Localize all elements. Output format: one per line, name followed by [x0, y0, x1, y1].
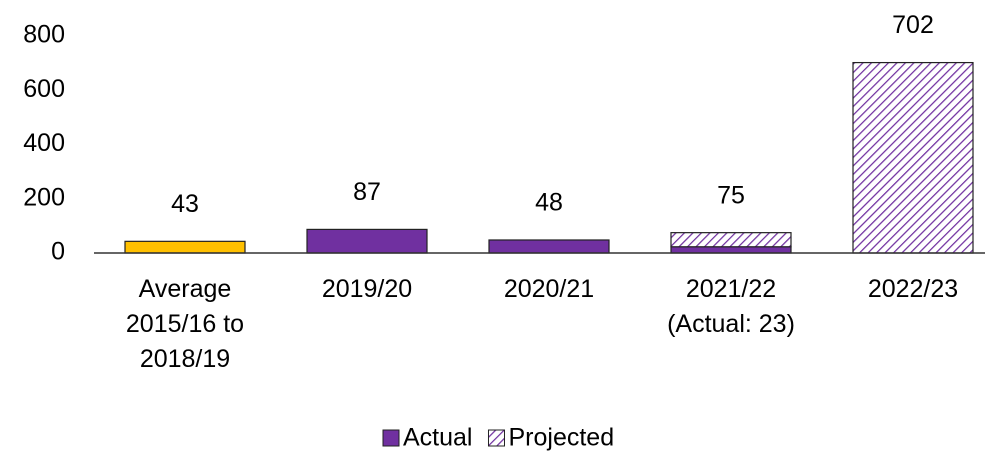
legend-swatch: [382, 429, 400, 447]
bar-segment: [670, 232, 792, 248]
y-tick-label: 200: [23, 183, 65, 211]
x-tick-label: 2022/23: [868, 275, 958, 303]
y-tick-label: 800: [23, 21, 65, 49]
data-label: 48: [535, 189, 563, 217]
legend-label: Actual: [403, 424, 472, 452]
data-label: 43: [171, 190, 199, 218]
y-tick-label: 400: [23, 129, 65, 157]
x-tick-label: Average 2015/16 to 2018/19: [126, 275, 244, 373]
data-label: 702: [892, 11, 934, 39]
bar-segment: [306, 228, 428, 254]
data-label: 87: [353, 178, 381, 206]
y-tick-label: 0: [51, 238, 65, 266]
x-tick-label: 2021/22 (Actual: 23): [667, 275, 795, 338]
x-tick-label: 2019/20: [322, 275, 412, 303]
x-tick-label: 2020/21: [504, 275, 594, 303]
bar-segment: [852, 61, 974, 254]
bar-segment: [488, 239, 610, 254]
data-label: 75: [717, 181, 745, 209]
bar-segment: [670, 246, 792, 254]
legend-label: Projected: [508, 424, 614, 452]
bar-segment: [124, 240, 246, 254]
legend-swatch: [487, 429, 505, 447]
y-tick-label: 600: [23, 75, 65, 103]
